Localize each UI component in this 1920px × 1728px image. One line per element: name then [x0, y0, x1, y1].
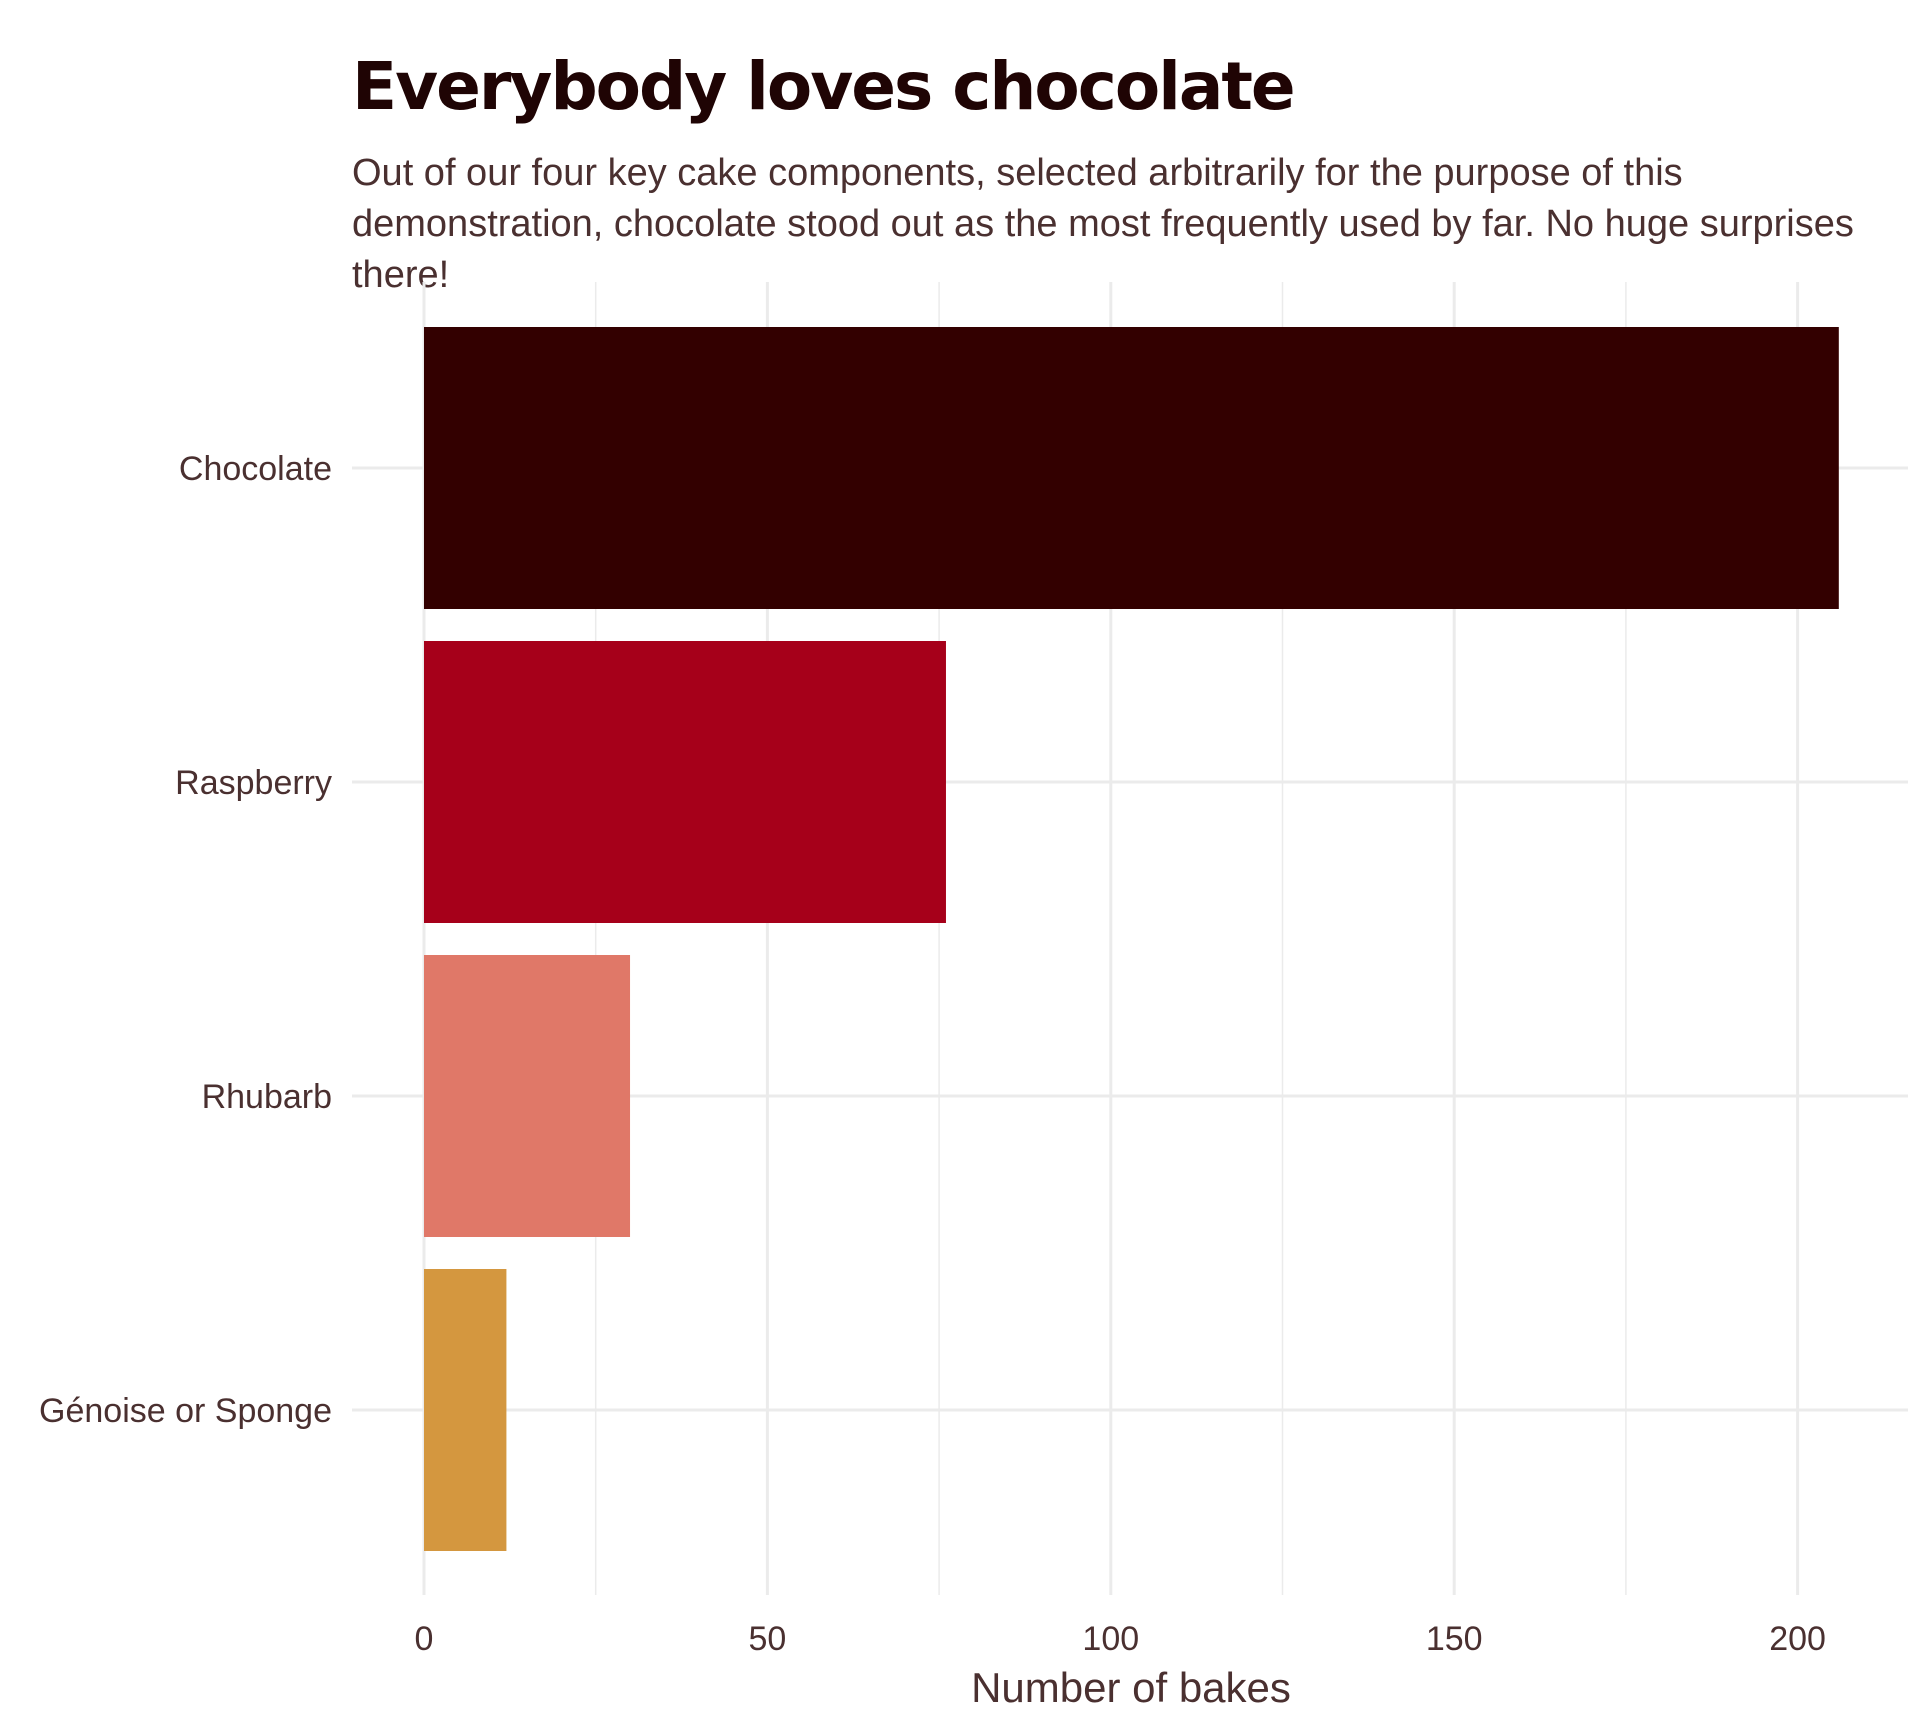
y-tick-label: Chocolate — [179, 450, 332, 488]
bar-chocolate — [424, 327, 1839, 609]
x-tick-label: 150 — [1426, 1620, 1483, 1658]
bar-rhubarb — [424, 955, 631, 1237]
y-tick-label: Génoise or Sponge — [39, 1392, 332, 1430]
x-tick-label: 200 — [1769, 1620, 1826, 1658]
bar-raspberry — [424, 641, 946, 923]
chart-subtitle: Out of our four key cake components, sel… — [352, 152, 1854, 296]
x-tick-label: 0 — [415, 1620, 434, 1658]
y-axis-labels: Chocolate Raspberry Rhubarb Génoise or Spon… — [39, 450, 332, 1430]
y-tick-label: Raspberry — [175, 764, 332, 802]
bars — [424, 327, 1839, 1551]
bar-g-noise-or-sponge — [424, 1269, 507, 1551]
chart-title: Everybody loves chocolate — [352, 48, 1296, 125]
x-axis-title: Number of bakes — [971, 1664, 1291, 1711]
y-tick-label: Rhubarb — [202, 1078, 332, 1116]
x-tick-label: 100 — [1082, 1620, 1139, 1658]
x-tick-label: 50 — [748, 1620, 786, 1658]
x-axis-labels: 0 50 100 150 200 — [415, 1620, 1826, 1658]
